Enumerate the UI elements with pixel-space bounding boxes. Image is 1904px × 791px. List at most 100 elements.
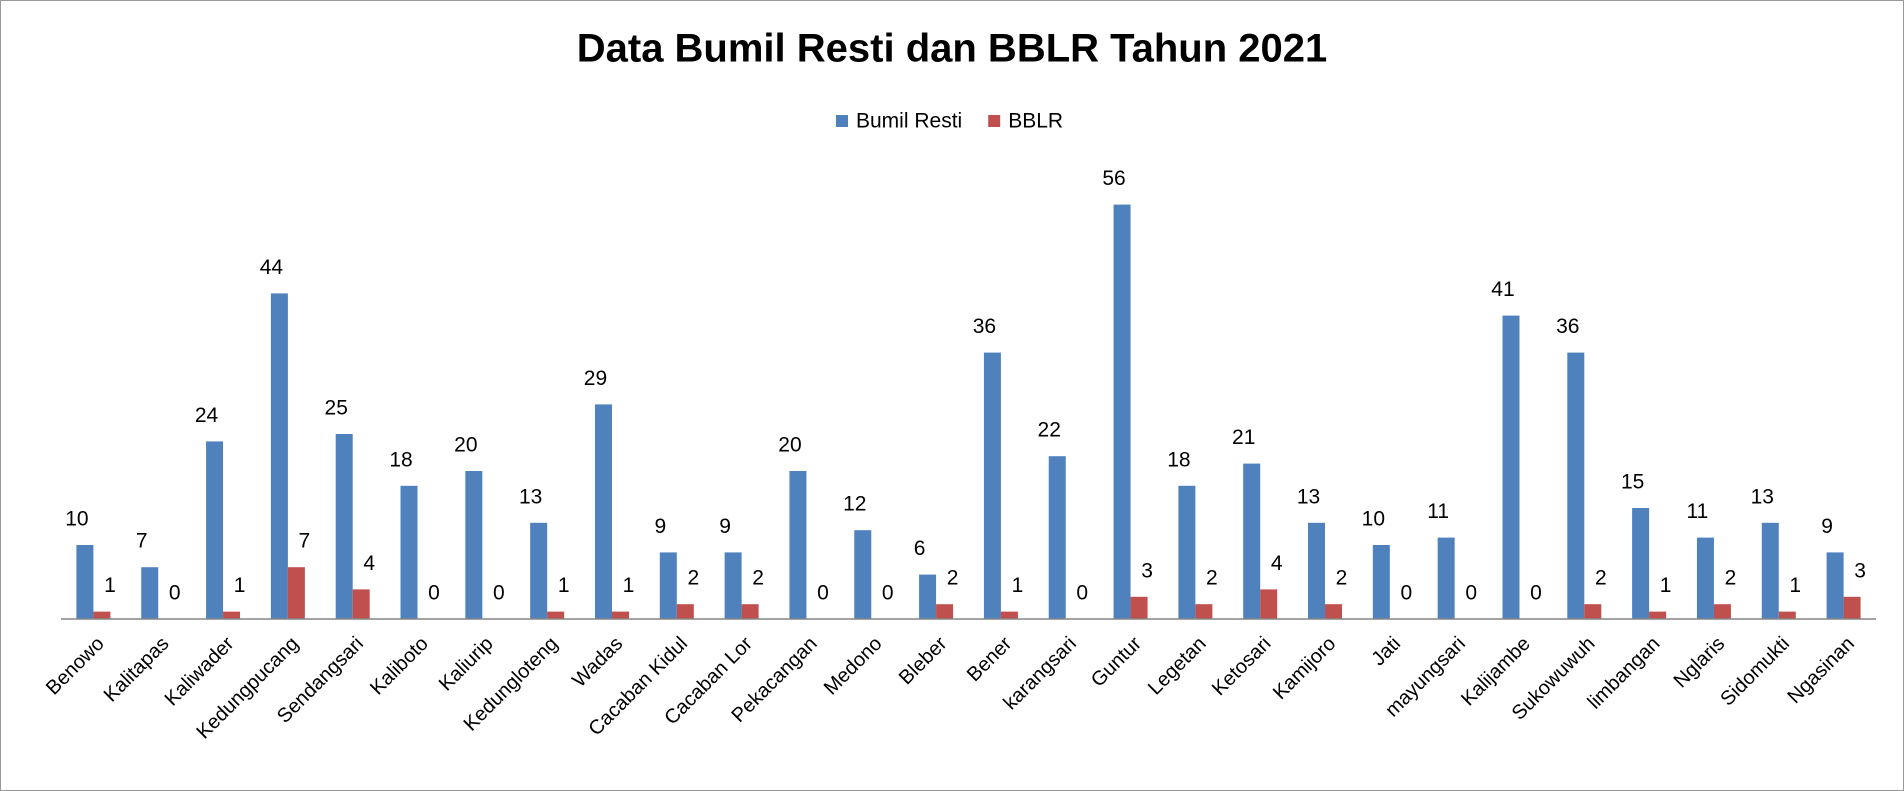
legend-label: Bumil Resti (856, 110, 962, 133)
bar (287, 567, 305, 619)
data-label: 1 (234, 574, 246, 597)
bar (1713, 604, 1731, 619)
data-label: 2 (1336, 567, 1348, 590)
bar (659, 552, 677, 619)
data-label: 0 (493, 582, 505, 605)
bar (919, 574, 937, 619)
data-label: 29 (584, 367, 607, 390)
data-label: 21 (1232, 426, 1255, 449)
data-label: 10 (1362, 508, 1385, 531)
data-label: 9 (719, 515, 731, 538)
data-label: 0 (882, 582, 894, 605)
data-label: 0 (1465, 582, 1477, 605)
legend-label: BBLR (1008, 110, 1063, 133)
data-label: 0 (1530, 582, 1542, 605)
bar (270, 293, 288, 619)
data-label: 4 (363, 552, 375, 575)
bar (1761, 522, 1779, 619)
bar (1437, 537, 1455, 619)
bar (1260, 589, 1278, 619)
data-label: 2 (752, 567, 764, 590)
bar (1243, 463, 1261, 619)
data-label: 25 (325, 397, 348, 420)
data-label: 1 (104, 574, 116, 597)
legend-swatch (836, 115, 848, 127)
data-label: 9 (1821, 515, 1833, 538)
data-label: 13 (519, 485, 542, 508)
bar (1178, 485, 1196, 619)
data-label: 0 (428, 582, 440, 605)
data-label: 13 (1297, 485, 1320, 508)
bar (936, 604, 954, 619)
data-label: 10 (65, 508, 88, 531)
bar (1567, 352, 1585, 619)
bar (789, 471, 807, 619)
data-label: 44 (260, 256, 284, 279)
bar (1696, 537, 1714, 619)
data-label: 41 (1491, 278, 1514, 301)
data-label: 0 (1400, 582, 1412, 605)
bar (1130, 596, 1148, 619)
data-label: 2 (1595, 567, 1607, 590)
data-label: 36 (973, 315, 996, 338)
data-label: 2 (1206, 567, 1218, 590)
data-label: 13 (1751, 485, 1774, 508)
data-label: 20 (454, 434, 477, 457)
bar (1649, 611, 1667, 619)
data-label: 11 (1427, 500, 1449, 523)
data-label: 36 (1556, 315, 1579, 338)
data-label: 20 (778, 434, 801, 457)
bar (1372, 545, 1390, 619)
bar (1778, 611, 1796, 619)
bar (1308, 522, 1326, 619)
bar (1632, 508, 1650, 619)
chart-title: Data Bumil Resti dan BBLR Tahun 2021 (577, 27, 1328, 71)
bar (1048, 456, 1066, 619)
bar (400, 485, 418, 619)
data-label: 9 (654, 515, 666, 538)
bar (76, 545, 94, 619)
bar (1195, 604, 1213, 619)
bar (1502, 315, 1520, 619)
bar (1843, 596, 1861, 619)
data-label: 7 (299, 530, 311, 553)
bar (223, 611, 241, 619)
bar (741, 604, 759, 619)
data-label: 2 (947, 567, 959, 590)
bar (724, 552, 742, 619)
data-label: 2 (1725, 567, 1737, 590)
data-label: 1 (623, 574, 635, 597)
bar (547, 611, 565, 619)
data-label: 18 (1167, 448, 1190, 471)
bar (676, 604, 694, 619)
bar (465, 471, 483, 619)
data-label: 1 (1012, 574, 1024, 597)
data-label: 3 (1141, 559, 1153, 582)
data-label: 1 (1789, 574, 1801, 597)
bar (1826, 552, 1844, 619)
bar (611, 611, 629, 619)
bar (352, 589, 370, 619)
data-label: 1 (1660, 574, 1672, 597)
data-label: 11 (1687, 500, 1709, 523)
data-label: 2 (687, 567, 699, 590)
bar (854, 530, 872, 619)
bar (1113, 204, 1131, 619)
data-label: 22 (1038, 419, 1061, 442)
bar (1584, 604, 1602, 619)
legend-swatch (988, 115, 1001, 127)
data-label: 15 (1621, 471, 1644, 494)
data-label: 56 (1102, 167, 1125, 190)
data-label: 3 (1854, 559, 1866, 582)
data-label: 0 (817, 582, 829, 605)
bar (141, 567, 159, 619)
bar (594, 404, 612, 619)
bar (93, 611, 111, 619)
bar (1000, 611, 1018, 619)
data-label: 18 (389, 448, 412, 471)
bar (983, 352, 1001, 619)
data-label: 7 (136, 530, 148, 553)
data-label: 24 (195, 404, 219, 427)
